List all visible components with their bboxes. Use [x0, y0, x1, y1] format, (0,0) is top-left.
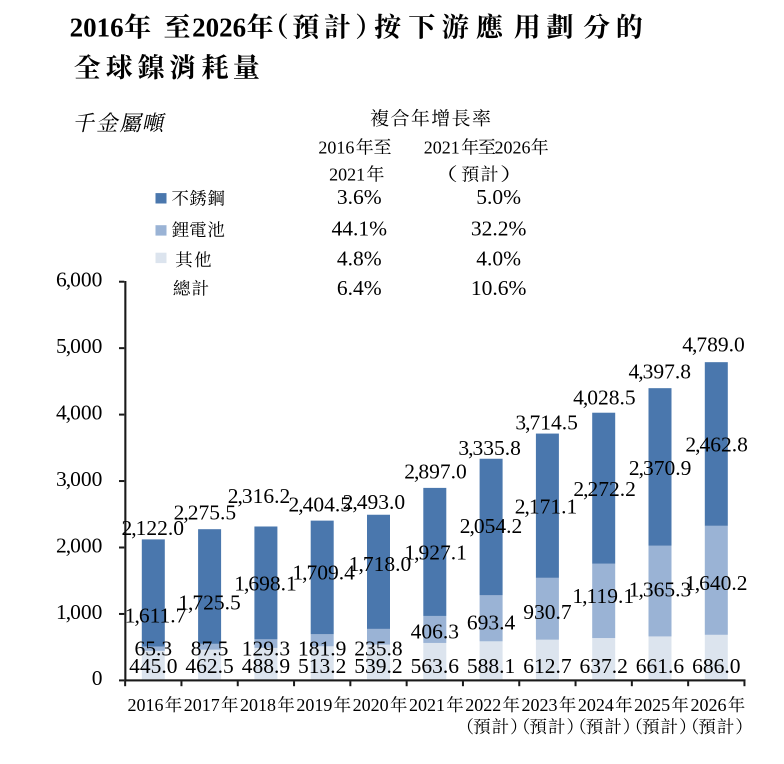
svg-text:1,000: 1,000 — [56, 600, 102, 624]
svg-text:563.6: 563.6 — [411, 654, 460, 678]
svg-text:1,725.5: 1,725.5 — [178, 590, 241, 614]
svg-text:235.8: 235.8 — [354, 636, 402, 660]
svg-text:513.2: 513.2 — [298, 654, 346, 678]
svg-text:1,640.2: 1,640.2 — [685, 571, 748, 595]
svg-text:2,122.0: 2,122.0 — [122, 516, 184, 540]
svg-text:3,714.5: 3,714.5 — [515, 411, 578, 435]
svg-text:406.3: 406.3 — [411, 620, 459, 644]
svg-text:4,000: 4,000 — [56, 400, 102, 424]
svg-text:1,611.7: 1,611.7 — [125, 603, 187, 627]
svg-text:2,054.2: 2,054.2 — [460, 514, 522, 538]
svg-text:2017: 2017 — [184, 695, 220, 715]
svg-text:87.5: 87.5 — [191, 636, 229, 660]
svg-text:32.2%: 32.2% — [471, 217, 527, 241]
svg-text:1,119.1: 1,119.1 — [572, 584, 634, 608]
svg-text:2025: 2025 — [634, 695, 670, 715]
svg-text:2,316.2: 2,316.2 — [228, 484, 291, 508]
svg-text:3.6%: 3.6% — [337, 185, 382, 209]
svg-text:2016: 2016 — [70, 13, 124, 43]
svg-text:1,718.0: 1,718.0 — [349, 552, 412, 576]
svg-text:6.4%: 6.4% — [337, 276, 382, 300]
svg-text:637.2: 637.2 — [580, 654, 628, 678]
svg-text:6,000: 6,000 — [56, 268, 102, 292]
svg-text:2,275.5: 2,275.5 — [174, 501, 237, 525]
svg-text:2026: 2026 — [495, 138, 531, 158]
svg-text:539.2: 539.2 — [354, 654, 402, 678]
svg-text:2020: 2020 — [353, 695, 389, 715]
svg-text:4.0%: 4.0% — [476, 247, 521, 271]
svg-text:5.0%: 5.0% — [476, 185, 521, 209]
svg-text:2021: 2021 — [409, 695, 445, 715]
svg-text:2023: 2023 — [522, 695, 558, 715]
svg-text:2019: 2019 — [296, 695, 332, 715]
svg-text:2,000: 2,000 — [56, 533, 102, 557]
svg-text:2016: 2016 — [127, 695, 163, 715]
svg-text:2016: 2016 — [318, 138, 354, 158]
svg-text:181.9: 181.9 — [298, 636, 346, 660]
svg-text:588.1: 588.1 — [467, 654, 515, 678]
svg-text:4,397.8: 4,397.8 — [629, 360, 692, 384]
svg-text:1,365.3: 1,365.3 — [629, 578, 692, 602]
svg-text:488.9: 488.9 — [242, 654, 290, 678]
svg-text:2022: 2022 — [465, 695, 501, 715]
svg-text:4,028.5: 4,028.5 — [573, 385, 636, 409]
svg-text:2,272.2: 2,272.2 — [573, 477, 636, 501]
svg-text:462.5: 462.5 — [185, 654, 233, 678]
svg-text:1,709.4: 1,709.4 — [292, 561, 355, 585]
svg-text:129.3: 129.3 — [242, 636, 290, 660]
svg-text:1,927.1: 1,927.1 — [404, 541, 467, 565]
svg-text:686.0: 686.0 — [692, 654, 740, 678]
svg-text:4.8%: 4.8% — [337, 247, 382, 271]
svg-text:2021: 2021 — [329, 165, 365, 185]
svg-text:2024: 2024 — [578, 695, 614, 715]
svg-text:2,897.0: 2,897.0 — [404, 460, 467, 484]
svg-text:661.6: 661.6 — [636, 654, 685, 678]
svg-text:2,493.0: 2,493.0 — [343, 490, 406, 514]
svg-text:10.6%: 10.6% — [471, 276, 527, 300]
svg-text:5,000: 5,000 — [56, 334, 102, 358]
svg-text:930.7: 930.7 — [523, 600, 572, 624]
svg-text:0: 0 — [92, 666, 103, 690]
svg-text:2018: 2018 — [240, 695, 276, 715]
svg-text:2026: 2026 — [690, 695, 726, 715]
svg-text:3,335.8: 3,335.8 — [458, 436, 521, 460]
svg-text:65.3: 65.3 — [134, 636, 172, 660]
svg-text:2026: 2026 — [192, 13, 246, 43]
svg-text:2021: 2021 — [424, 138, 460, 158]
svg-text:1,698.1: 1,698.1 — [234, 571, 297, 595]
svg-text:445.0: 445.0 — [129, 654, 177, 678]
svg-text:2,171.1: 2,171.1 — [515, 494, 578, 518]
svg-text:3,000: 3,000 — [56, 467, 102, 491]
svg-text:2,404.5: 2,404.5 — [289, 492, 352, 516]
svg-text:693.4: 693.4 — [467, 610, 516, 634]
svg-text:44.1%: 44.1% — [332, 217, 388, 241]
svg-text:612.7: 612.7 — [523, 654, 572, 678]
svg-text:4,789.0: 4,789.0 — [682, 333, 745, 357]
svg-text:2,370.9: 2,370.9 — [629, 456, 692, 480]
svg-text:2,462.8: 2,462.8 — [685, 433, 748, 457]
